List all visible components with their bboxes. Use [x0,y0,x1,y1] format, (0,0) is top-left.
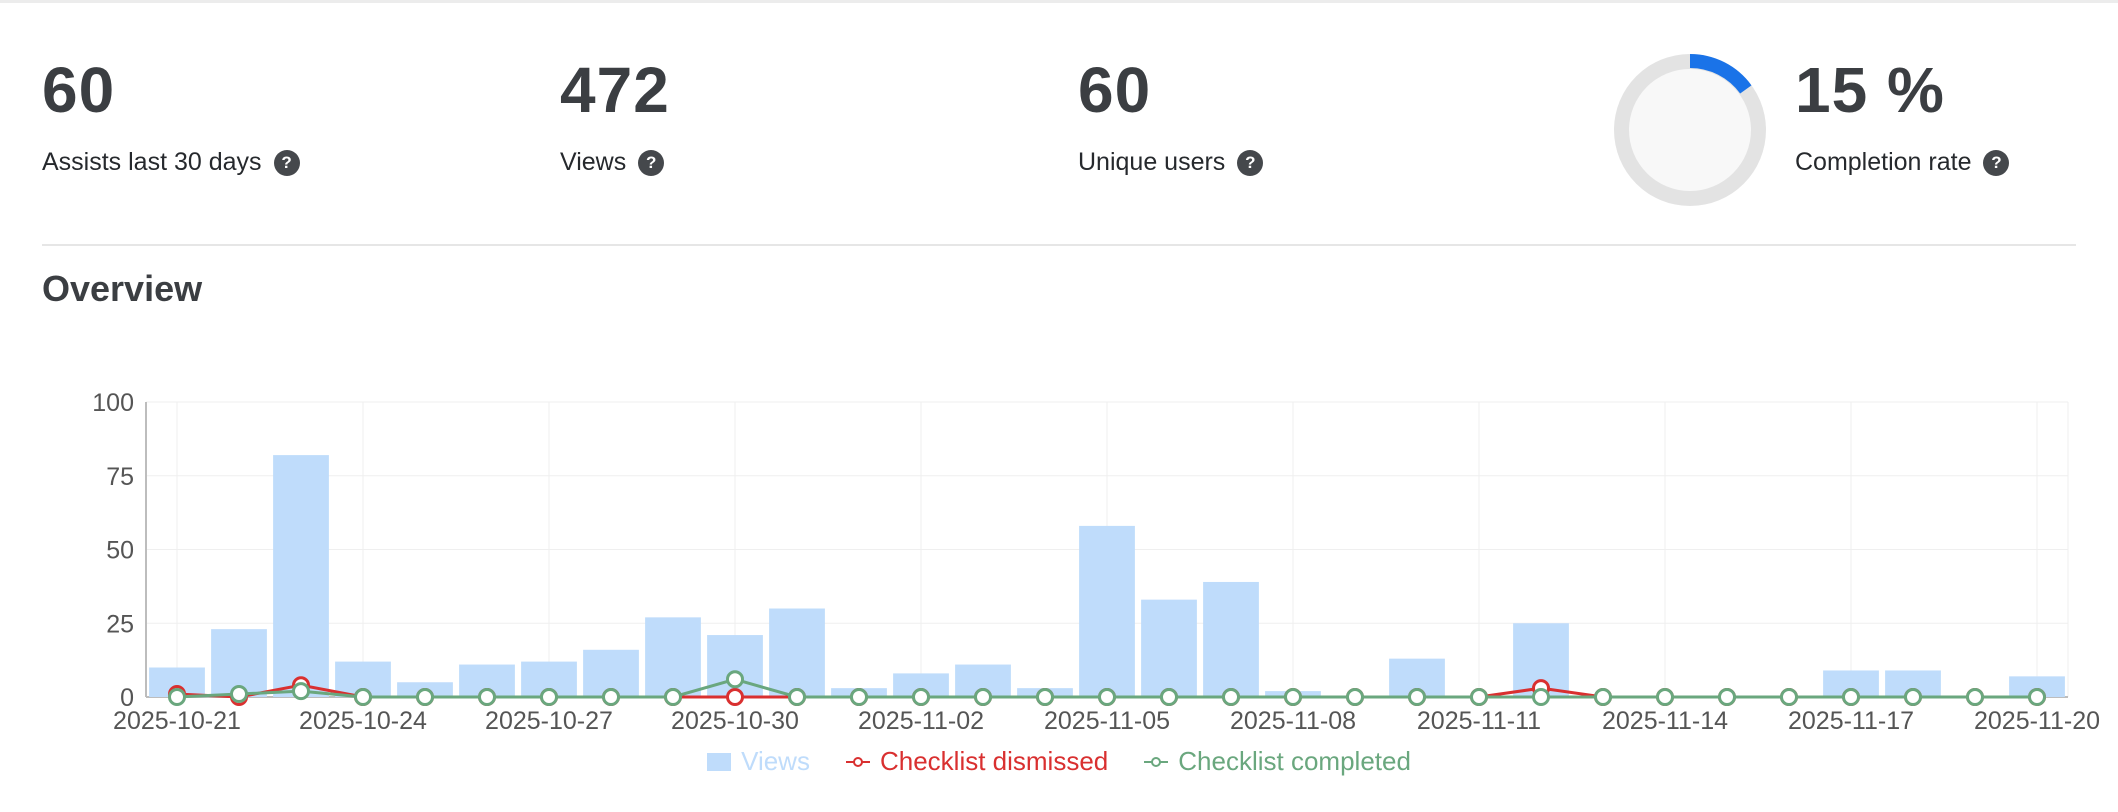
section-divider [42,244,2076,246]
point-completed [1160,688,1178,706]
help-icon[interactable]: ? [1983,149,2010,176]
stat-label-row: Unique users ? [1078,148,1264,177]
stat-label-row: Completion rate ? [1795,148,2010,177]
stat-label: Views [560,148,627,176]
legend-item-views[interactable]: Views [707,746,810,777]
help-icon[interactable]: ? [1237,149,1264,176]
legend-item-dismissed[interactable]: Checklist dismissed [845,746,1109,777]
y-tick-label: 0 [120,684,134,712]
x-tick-label: 2025-11-14 [1602,707,1728,735]
x-tick-label: 2025-10-21 [113,707,241,735]
bar-views [1203,581,1259,697]
legend-label-completed: Checklist completed [1178,746,1411,776]
bar-views [893,673,949,697]
stat-completion-rate: 15 % Completion rate ? [1795,50,2010,177]
x-tick-label: 2025-11-02 [858,707,984,735]
stat-label: Completion rate [1795,148,1972,176]
legend-swatch-dismissed [845,753,870,771]
point-completed [1842,688,1860,706]
help-icon[interactable]: ? [638,149,665,176]
point-completed [664,688,682,706]
legend-label-dismissed: Checklist dismissed [879,746,1109,776]
point-completed [1904,688,1922,706]
point-completed [2028,688,2046,706]
point-completed [788,688,806,706]
point-completed [292,682,310,701]
x-tick-label: 2025-11-17 [1788,707,1914,735]
point-completed [416,688,434,706]
stat-value: 60 [1078,54,1152,126]
x-tick-label: 2025-10-24 [299,707,427,735]
y-tick-label: 25 [106,610,134,638]
bar-views [273,455,329,697]
point-completed [1284,688,1302,706]
section-title: Overview [42,268,203,309]
point-completed [850,688,868,706]
point-completed [726,670,744,689]
y-tick-label: 75 [106,463,134,491]
x-tick-label: 2025-10-30 [671,707,799,735]
donut-inner [1629,69,1751,191]
point-completed [1656,688,1674,706]
stats-row: 60 Assists last 30 days ? 472 Views ? 60… [42,50,2076,220]
x-tick-label: 2025-11-11 [1417,707,1541,735]
top-divider [0,0,2118,3]
point-completed [1594,688,1612,706]
point-completed [540,688,558,706]
stat-assists: 60 Assists last 30 days ? [42,50,300,177]
x-tick-label: 2025-11-20 [1974,707,2100,735]
x-tick-label: 2025-11-05 [1044,707,1170,735]
bar-views [1079,525,1135,697]
bar-views [645,617,701,697]
point-completed [1036,688,1054,706]
stat-value: 15 % [1795,54,1945,126]
help-icon[interactable]: ? [273,149,300,176]
legend-swatch-views [707,752,732,771]
point-completed [1966,688,1984,706]
stat-label: Unique users [1078,148,1226,176]
point-completed [354,688,372,706]
bar-views [769,608,825,697]
point-completed [478,688,496,706]
point-completed [974,688,992,706]
point-completed [1470,688,1488,706]
y-tick-label: 50 [106,537,134,565]
point-completed [1346,688,1364,706]
overview-chart: 0 25 50 75 100 2025-10-21 2025-10-24 2025-10-27… [92,389,2100,735]
point-completed [1780,688,1798,706]
stat-unique-users: 60 Unique users ? [1078,50,1264,177]
point-dismissed [726,688,744,706]
y-tick-label: 100 [92,389,134,417]
stat-label-row: Views ? [560,148,670,177]
legend-swatch-completed [1144,753,1169,771]
legend-label-views: Views [741,746,810,776]
point-completed [230,685,248,704]
x-tick-label: 2025-10-27 [485,707,613,735]
bar-views [2009,676,2065,697]
point-completed [168,688,186,706]
stat-label-row: Assists last 30 days ? [42,148,300,177]
point-completed [1718,688,1736,706]
point-completed [1408,688,1426,706]
chart-legend: Views Checklist dismissed Checklist comp… [0,746,2118,777]
completion-donut [1614,54,1766,206]
donut-progress-arc [1689,54,1752,94]
point-completed [1532,688,1550,706]
point-completed [1222,688,1240,706]
point-completed [912,688,930,706]
x-tick-label: 2025-11-08 [1230,707,1356,735]
stat-views: 472 Views ? [560,50,670,177]
stat-value: 472 [560,54,670,126]
bar-views [1141,599,1197,697]
stat-label: Assists last 30 days [42,148,262,176]
point-completed [1098,688,1116,706]
stat-value: 60 [42,54,116,126]
legend-item-completed[interactable]: Checklist completed [1144,746,1411,777]
point-completed [602,688,620,706]
